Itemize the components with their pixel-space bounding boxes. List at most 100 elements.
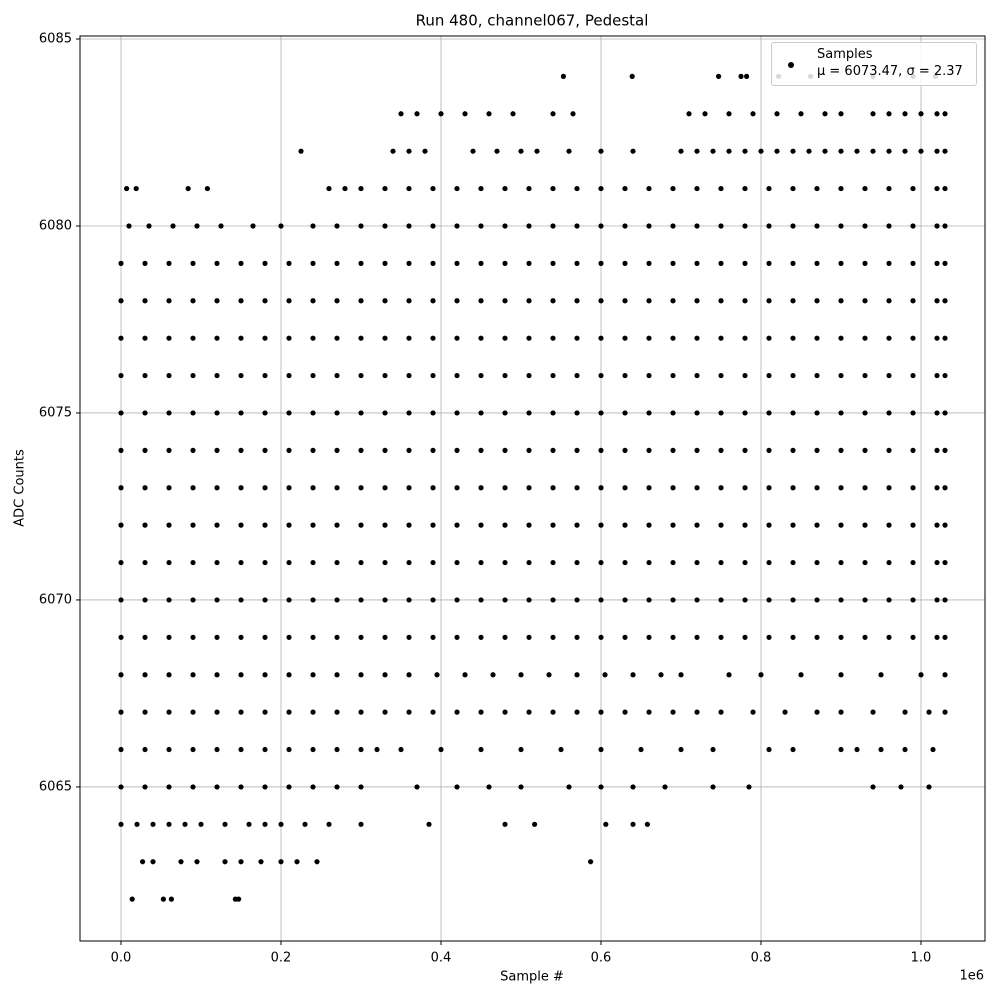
data-point (670, 709, 676, 715)
data-point (334, 597, 340, 603)
data-point (934, 111, 940, 117)
data-point (310, 447, 316, 453)
data-point (870, 784, 876, 790)
data-point (358, 372, 364, 379)
data-point (382, 372, 388, 379)
data-point (838, 410, 844, 416)
data-point (738, 73, 744, 79)
data-point (142, 784, 148, 790)
data-point (334, 746, 340, 753)
x-tick-label: 1.0 (911, 951, 932, 966)
data-point (478, 185, 484, 192)
data-point (598, 298, 604, 304)
data-point (742, 223, 748, 229)
data-point (622, 485, 628, 491)
y-tick-label: 6070 (39, 592, 72, 607)
data-point (310, 223, 316, 229)
data-point (766, 223, 772, 229)
data-point (598, 260, 604, 266)
data-point (238, 335, 244, 341)
data-point (670, 372, 676, 379)
data-point (310, 298, 316, 304)
data-point (910, 185, 916, 192)
data-point (406, 372, 412, 379)
data-point (454, 485, 460, 491)
data-point (358, 185, 364, 192)
data-point (790, 485, 796, 491)
data-point (550, 597, 556, 603)
data-point (430, 485, 436, 491)
data-point (262, 410, 268, 416)
data-point (622, 335, 628, 341)
data-point (630, 821, 636, 827)
data-point (878, 746, 884, 753)
data-point (670, 597, 676, 603)
data-point (646, 447, 652, 453)
data-point (526, 485, 532, 491)
data-point (814, 597, 820, 603)
data-point (142, 559, 148, 566)
data-point (862, 634, 868, 640)
data-point (838, 559, 844, 566)
data-point (358, 821, 364, 827)
data-point (310, 709, 316, 715)
data-point (838, 672, 844, 678)
x-axis-label: Sample # (500, 970, 564, 985)
data-point (518, 746, 524, 753)
data-point (334, 522, 340, 528)
data-point (766, 185, 772, 192)
data-point (526, 260, 532, 266)
data-point (550, 223, 556, 229)
data-point (190, 447, 196, 453)
x-tick-label: 0.4 (431, 951, 452, 966)
data-point (942, 298, 948, 304)
data-point (358, 223, 364, 229)
data-point (142, 597, 148, 603)
data-point (390, 148, 396, 154)
data-point (862, 372, 868, 379)
data-point (726, 148, 732, 154)
data-point (310, 634, 316, 640)
data-point (886, 447, 892, 453)
data-point (574, 709, 580, 715)
data-point (694, 522, 700, 528)
data-point (166, 709, 172, 715)
data-point (670, 223, 676, 229)
data-point (598, 335, 604, 341)
data-point (790, 223, 796, 229)
data-point (166, 260, 172, 266)
data-point (630, 784, 636, 790)
data-point (670, 185, 676, 192)
data-point (646, 185, 652, 192)
data-point (622, 559, 628, 566)
data-point (262, 634, 268, 640)
data-point (814, 298, 820, 304)
data-point (358, 485, 364, 491)
data-point (358, 335, 364, 341)
data-point (502, 372, 508, 379)
data-point (262, 672, 268, 678)
data-point (838, 746, 844, 753)
data-point (942, 410, 948, 416)
data-point (190, 784, 196, 790)
data-point (518, 148, 524, 154)
data-point (166, 447, 172, 453)
data-point (526, 298, 532, 304)
data-point (430, 559, 436, 566)
data-point (518, 784, 524, 790)
data-point (870, 709, 876, 715)
data-point (838, 298, 844, 304)
data-point (862, 335, 868, 341)
data-point (502, 709, 508, 715)
data-point (886, 597, 892, 603)
data-point (250, 223, 256, 229)
data-point (910, 634, 916, 640)
data-point (838, 372, 844, 379)
data-point (262, 260, 268, 266)
data-point (310, 597, 316, 603)
data-point (478, 298, 484, 304)
data-point (454, 559, 460, 566)
data-point (598, 485, 604, 491)
data-point (646, 298, 652, 304)
data-point (126, 223, 132, 229)
